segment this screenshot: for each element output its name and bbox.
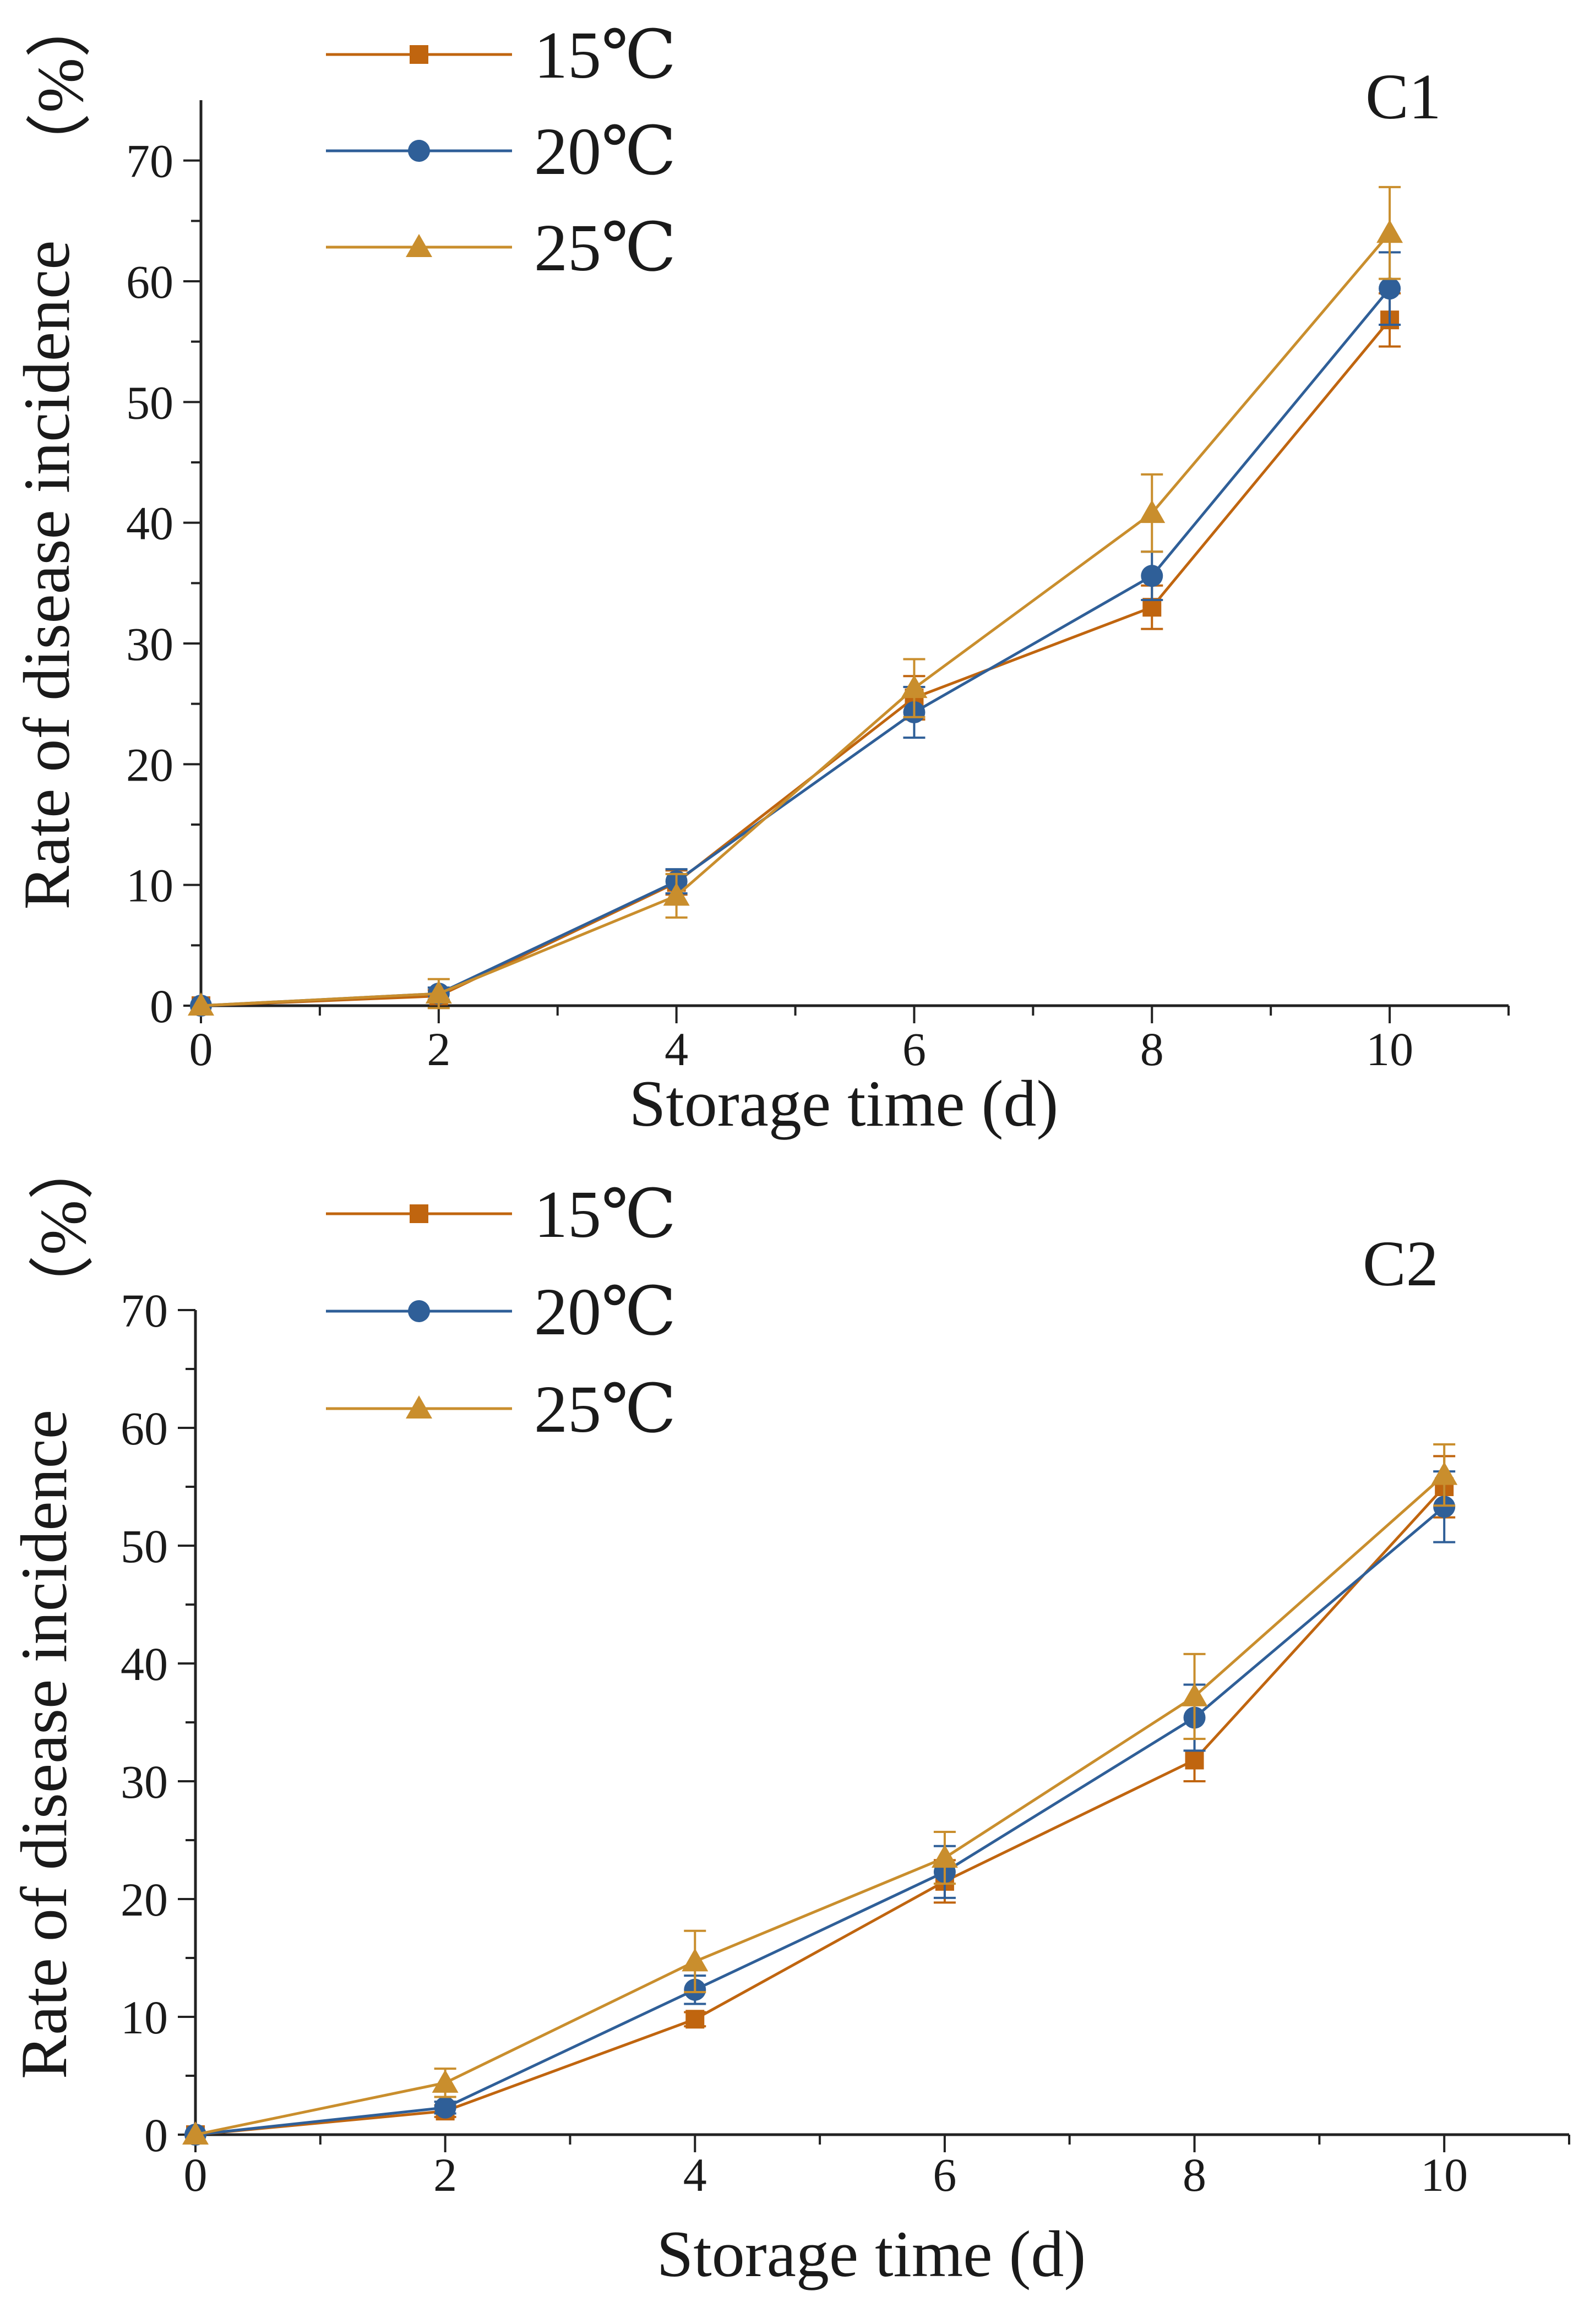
panel-label: C1 <box>1365 61 1441 133</box>
x-tick-label: 6 <box>902 1023 926 1076</box>
data-point <box>901 675 928 699</box>
y-tick-label: 70 <box>121 1284 168 1337</box>
legend-marker <box>410 1204 428 1223</box>
legend: 15℃ 20℃ 25℃ <box>326 1177 676 1447</box>
x-tick-label: 6 <box>933 2148 956 2201</box>
y-axis-unit: （%） <box>26 1134 100 1321</box>
data-point <box>1376 220 1403 243</box>
series-circle <box>190 251 1401 1017</box>
data-point <box>1141 565 1163 587</box>
y-axis-title: Rate of disease incidence <box>7 1410 80 2079</box>
y-axis-title: Rate of disease incidence <box>10 240 83 909</box>
y-tick-label: 70 <box>126 135 173 188</box>
legend-marker <box>408 140 430 162</box>
series-line <box>200 319 1391 1007</box>
y-tick-label: 0 <box>150 980 173 1033</box>
y-tick-label: 60 <box>126 255 173 308</box>
data-point <box>188 992 214 1016</box>
legend-marker <box>406 234 432 257</box>
y-tick-label: 10 <box>121 1991 168 2044</box>
data-point <box>182 2121 209 2145</box>
x-tick-label: 0 <box>189 1023 213 1076</box>
legend-label: 25℃ <box>534 1372 676 1447</box>
y-tick-label: 40 <box>126 497 173 550</box>
legend-item: 25℃ <box>326 1372 676 1447</box>
x-tick-label: 2 <box>433 2148 457 2201</box>
panel-label: C2 <box>1363 1228 1439 1300</box>
data-point <box>1185 1750 1204 1770</box>
series-square <box>192 292 1401 1015</box>
series-line <box>200 287 1391 1007</box>
legend-marker <box>410 45 428 64</box>
series-triangle <box>188 186 1403 1016</box>
legend-item: 15℃ <box>326 1177 676 1252</box>
data-point <box>931 1845 958 1868</box>
legend-item: 25℃ <box>326 211 676 285</box>
series-line <box>200 232 1391 1007</box>
series-line <box>195 1505 1445 2136</box>
x-tick-label: 10 <box>1366 1023 1413 1076</box>
series-line <box>195 1486 1446 2136</box>
chart-panel-c1: 0 2 4 6 8 10 0 10 20 30 40 50 60 70 Storage time (d) Ra… <box>10 0 1510 1140</box>
y-tick-label: 50 <box>126 376 173 429</box>
x-tick-label: 2 <box>427 1023 450 1076</box>
x-tick-label: 10 <box>1420 2148 1468 2201</box>
chart-panel-c2: 0 2 4 6 8 10 0 10 20 30 40 50 60 70 Storage time (d) Ra… <box>7 1134 1570 2290</box>
data-point <box>1139 500 1166 523</box>
y-axis-unit: （%） <box>24 0 97 179</box>
x-tick-label: 4 <box>665 1023 688 1076</box>
x-axis-title: Storage time (d) <box>629 1067 1059 1140</box>
data-point <box>663 882 690 906</box>
x-tick-label: 4 <box>683 2148 707 2201</box>
data-point <box>685 2010 705 2029</box>
x-tick-label: 0 <box>184 2148 208 2201</box>
x-axis-title: Storage time (d) <box>657 2217 1086 2290</box>
legend: 15℃ 20℃ 25℃ <box>326 18 676 285</box>
legend-label: 20℃ <box>534 1275 676 1349</box>
legend-marker <box>408 1300 430 1322</box>
legend-item: 20℃ <box>326 114 676 189</box>
data-point <box>432 2069 459 2093</box>
x-tick-label: 8 <box>1183 2148 1206 2201</box>
series-square <box>186 1455 1456 2144</box>
data-point <box>1181 1683 1208 1706</box>
legend-item: 20℃ <box>326 1275 676 1349</box>
series-circle <box>184 1470 1456 2146</box>
legend-item: 15℃ <box>326 18 676 92</box>
y-tick-label: 30 <box>126 618 173 670</box>
series-line <box>195 1474 1445 2136</box>
legend-label: 15℃ <box>534 18 676 92</box>
y-tick-label: 60 <box>121 1402 168 1455</box>
data-point <box>1379 277 1401 300</box>
y-tick-label: 40 <box>121 1638 168 1690</box>
legend-marker <box>406 1395 432 1419</box>
y-tick-label: 30 <box>121 1755 168 1808</box>
data-point <box>682 1948 709 1972</box>
legend-label: 25℃ <box>534 211 676 285</box>
y-tick-label: 20 <box>121 1873 168 1926</box>
data-point <box>425 980 452 1004</box>
y-tick-label: 20 <box>126 738 173 791</box>
data-point <box>434 2096 456 2119</box>
y-tick-label: 0 <box>144 2109 168 2162</box>
legend-label: 15℃ <box>534 1177 676 1252</box>
data-point <box>1433 1496 1456 1518</box>
series-triangle <box>182 1443 1458 2145</box>
data-point <box>1431 1461 1458 1485</box>
y-tick-label: 50 <box>121 1520 168 1573</box>
legend-label: 20℃ <box>534 114 676 189</box>
y-tick-label: 10 <box>126 859 173 912</box>
x-tick-label: 8 <box>1140 1023 1164 1076</box>
